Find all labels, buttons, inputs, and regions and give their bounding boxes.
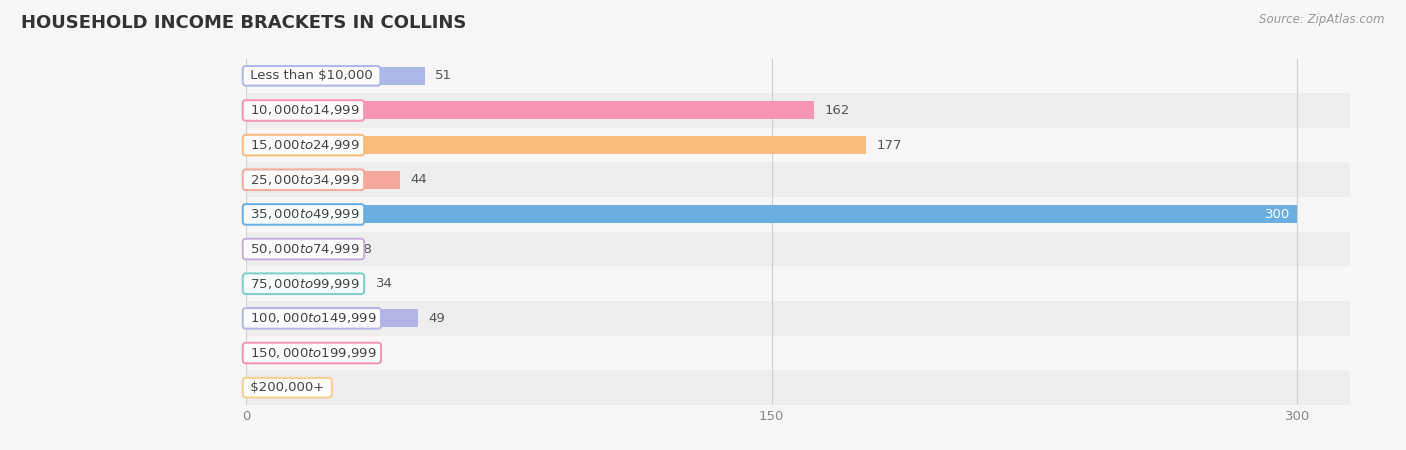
- Text: Less than $10,000: Less than $10,000: [246, 69, 377, 82]
- Text: 177: 177: [877, 139, 903, 152]
- Text: 28: 28: [354, 243, 371, 256]
- Bar: [246, 171, 401, 189]
- Text: HOUSEHOLD INCOME BRACKETS IN COLLINS: HOUSEHOLD INCOME BRACKETS IN COLLINS: [21, 14, 467, 32]
- Text: $50,000 to $74,999: $50,000 to $74,999: [246, 242, 361, 256]
- Bar: [246, 197, 1350, 232]
- Text: 162: 162: [824, 104, 849, 117]
- Bar: [246, 266, 1350, 301]
- Text: $100,000 to $149,999: $100,000 to $149,999: [246, 311, 378, 325]
- Text: Source: ZipAtlas.com: Source: ZipAtlas.com: [1260, 14, 1385, 27]
- Bar: [246, 205, 1298, 224]
- Text: $75,000 to $99,999: $75,000 to $99,999: [246, 277, 361, 291]
- Bar: [246, 232, 1350, 266]
- Bar: [246, 336, 1350, 370]
- Text: 34: 34: [375, 277, 392, 290]
- Bar: [246, 370, 1350, 405]
- Text: 0: 0: [256, 346, 264, 360]
- Bar: [246, 67, 425, 85]
- Text: $15,000 to $24,999: $15,000 to $24,999: [246, 138, 361, 152]
- Text: $25,000 to $34,999: $25,000 to $34,999: [246, 173, 361, 187]
- Bar: [246, 136, 866, 154]
- Bar: [246, 101, 814, 120]
- Text: $10,000 to $14,999: $10,000 to $14,999: [246, 104, 361, 117]
- Bar: [246, 93, 1350, 128]
- Bar: [246, 162, 1350, 197]
- Text: 49: 49: [429, 312, 446, 325]
- Bar: [246, 274, 366, 293]
- Bar: [246, 309, 418, 328]
- Bar: [246, 301, 1350, 336]
- Bar: [246, 240, 344, 258]
- Text: $150,000 to $199,999: $150,000 to $199,999: [246, 346, 378, 360]
- Bar: [246, 58, 1350, 93]
- Text: $35,000 to $49,999: $35,000 to $49,999: [246, 207, 361, 221]
- Text: 51: 51: [436, 69, 453, 82]
- Text: 300: 300: [1265, 208, 1291, 221]
- Text: 0: 0: [256, 381, 264, 394]
- Bar: [246, 128, 1350, 162]
- Text: 44: 44: [411, 173, 427, 186]
- Text: $200,000+: $200,000+: [246, 381, 329, 394]
